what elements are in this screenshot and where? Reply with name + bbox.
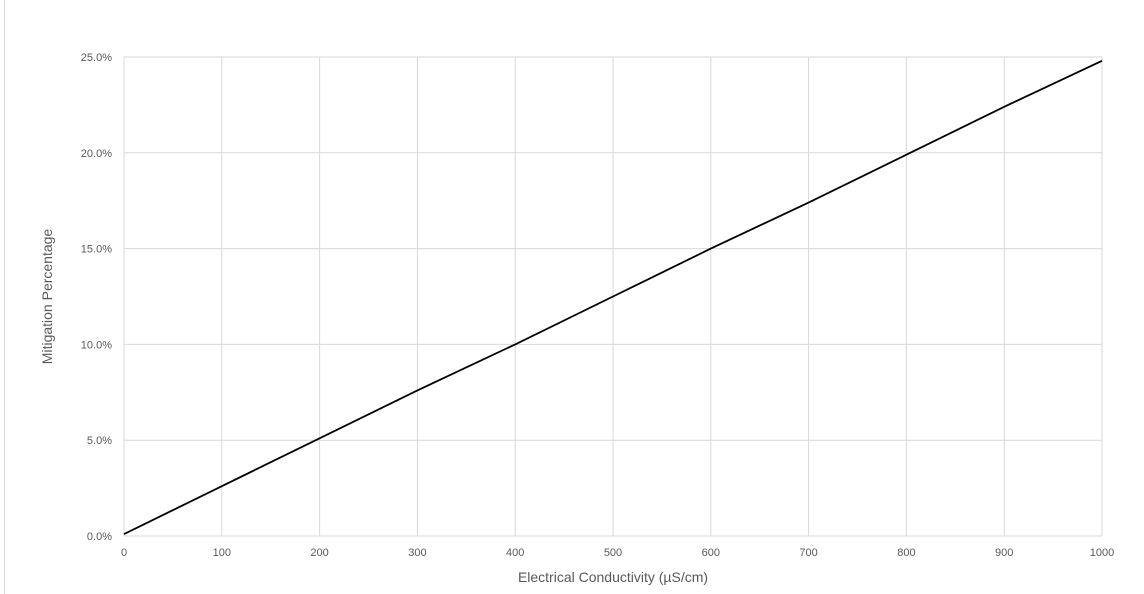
y-tick-label: 25.0%: [81, 52, 112, 64]
x-tick-label: 100: [213, 547, 231, 559]
y-tick-label: 15.0%: [81, 244, 112, 256]
x-tick-label: 600: [702, 547, 720, 559]
y-tick-label: 5.0%: [87, 435, 112, 447]
x-tick-label: 300: [408, 547, 426, 559]
y-tick-label: 0.0%: [87, 531, 112, 543]
x-tick-label: 500: [604, 547, 622, 559]
series-line: [123, 59, 1103, 535]
x-tick-label: 400: [506, 547, 524, 559]
x-axis-title: Electrical Conductivity (µS/cm): [518, 569, 708, 585]
x-tick-label: 0: [121, 547, 127, 559]
tick-labels: 0.0% 5.0% 10.0% 15.0% 20.0% 25.0% 0 100 200 300 40…: [81, 52, 1114, 559]
x-tick-label: 700: [799, 547, 817, 559]
y-axis-title: Mitigation Percentage: [39, 229, 55, 365]
y-tick-label: 10.0%: [81, 339, 112, 351]
x-tick-label: 900: [995, 547, 1013, 559]
chart-left-border: [4, 0, 5, 594]
x-tick-label: 800: [897, 547, 915, 559]
series-layer: [123, 59, 1103, 535]
y-tick-label: 20.0%: [81, 148, 112, 160]
grid-lines: [123, 56, 1103, 537]
x-tick-label: 200: [310, 547, 328, 559]
x-tick-label: 1000: [1090, 547, 1114, 559]
